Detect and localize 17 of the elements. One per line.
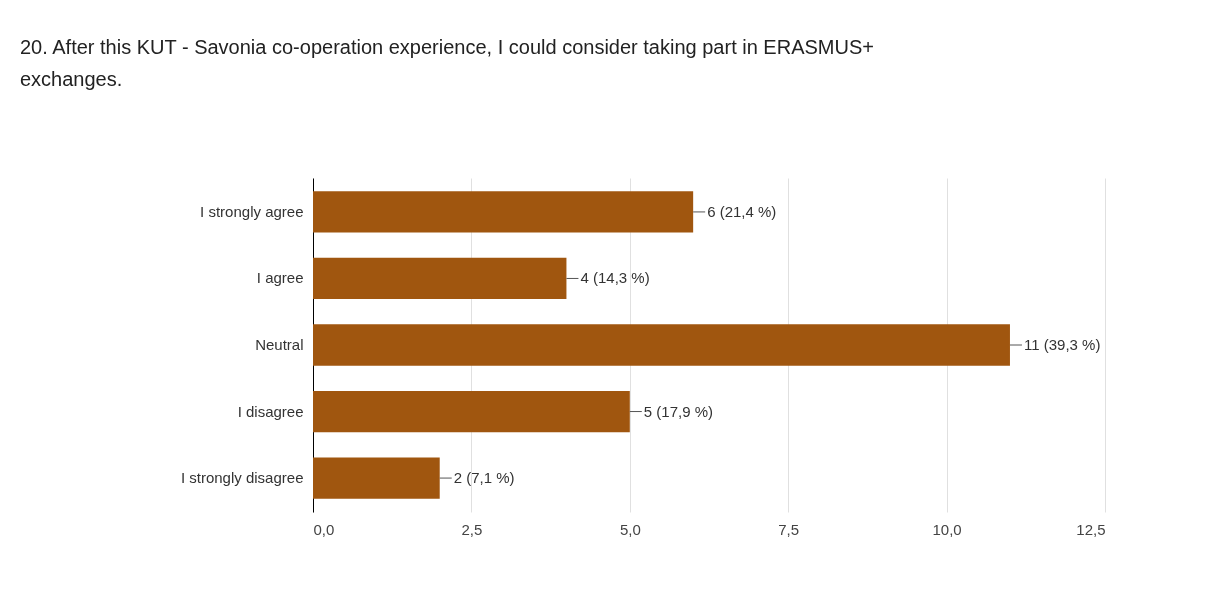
x-tick-label: 10,0 xyxy=(932,520,962,538)
data-label: 6 (21,4 %) xyxy=(707,202,777,220)
chart-title: 20. After this KUT - Savonia co-operation experience, I could consider taking part in ERASMUS+ exchanges. xyxy=(20,36,874,90)
y-tick-label: I strongly disagree xyxy=(180,469,304,487)
x-tick-label: 7,5 xyxy=(778,520,800,538)
x-tick-label: 12,5 xyxy=(1076,520,1106,538)
x-tick-label: 2,5 xyxy=(461,520,483,538)
y-tick-label: Neutral xyxy=(255,336,304,353)
data-label: 5 (17,9 %) xyxy=(643,402,713,420)
data-label: 4 (14,3 %) xyxy=(580,269,650,287)
data-label: 2 (7,1 %) xyxy=(453,469,515,487)
x-tick-label: 5,0 xyxy=(619,520,641,538)
y-tick-label: I disagree xyxy=(237,402,304,420)
x-tick-label: 0,0 xyxy=(313,520,335,538)
data-label: 11 (39,3 %) xyxy=(1023,336,1101,353)
y-tick-label: I agree xyxy=(256,269,304,287)
y-tick-label: I strongly agree xyxy=(200,202,304,220)
